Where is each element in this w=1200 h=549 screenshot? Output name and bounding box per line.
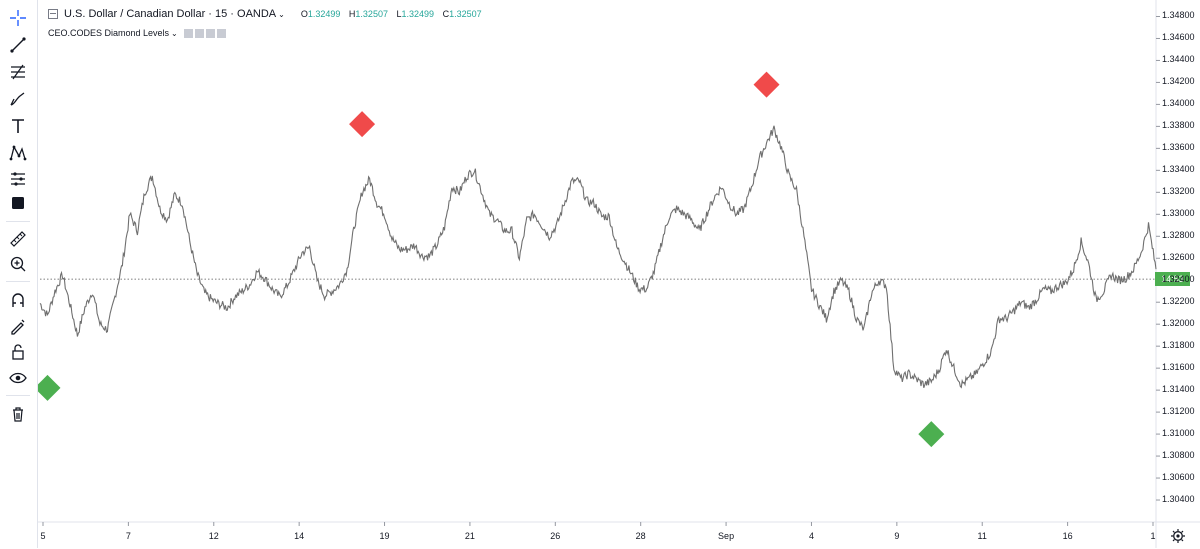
crosshair-icon[interactable] bbox=[6, 6, 30, 30]
brush-icon[interactable] bbox=[6, 87, 30, 111]
close-label: C bbox=[442, 9, 450, 19]
y-tick-label: 1.34600 bbox=[1162, 32, 1195, 43]
x-tick-label: 5 bbox=[40, 531, 46, 541]
text-icon[interactable] bbox=[6, 114, 30, 138]
y-tick-label: 1.33800 bbox=[1162, 120, 1195, 131]
chart-legend: U.S. Dollar / Canadian Dollar · 15 · OAN… bbox=[48, 8, 482, 20]
x-tick-label: 11 bbox=[977, 531, 987, 541]
y-tick-label: 1.33400 bbox=[1162, 164, 1195, 175]
y-tick-label: 1.33000 bbox=[1162, 208, 1195, 219]
y-tick-label: 1.30600 bbox=[1162, 472, 1195, 483]
chevron-down-icon[interactable]: ⌄ bbox=[278, 9, 285, 19]
buy-diamond-marker bbox=[38, 374, 61, 401]
open-value: 1.32499 bbox=[307, 9, 341, 19]
y-tick-label: 1.33200 bbox=[1162, 186, 1195, 197]
x-tick-label: 26 bbox=[550, 531, 561, 541]
source-icon[interactable] bbox=[205, 28, 215, 38]
eye-icon[interactable] bbox=[6, 366, 30, 390]
open-label: O bbox=[300, 9, 308, 19]
y-tick-label: 1.34000 bbox=[1162, 98, 1195, 109]
chart-pane[interactable]: U.S. Dollar / Canadian Dollar · 15 · OAN… bbox=[38, 0, 1200, 548]
x-tick-label: Sep bbox=[718, 531, 735, 541]
indicator-legend: CEO.CODES Diamond Levels ⌄ bbox=[48, 28, 226, 38]
x-tick-label: 7 bbox=[125, 531, 131, 541]
y-tick-label: 1.30400 bbox=[1162, 494, 1195, 505]
x-tick-label: 14 bbox=[294, 531, 305, 541]
y-tick-label: 1.31600 bbox=[1162, 362, 1195, 373]
y-tick-label: 1.32400 bbox=[1162, 274, 1195, 285]
y-tick-label: 1.31200 bbox=[1162, 406, 1195, 417]
y-tick-label: 1.32000 bbox=[1162, 318, 1195, 329]
x-tick-label: 1 bbox=[1150, 531, 1156, 541]
y-tick-label: 1.31400 bbox=[1162, 384, 1195, 395]
y-tick-label: 1.31800 bbox=[1162, 340, 1195, 351]
collapse-icon[interactable] bbox=[48, 9, 58, 19]
prediction-icon[interactable] bbox=[6, 167, 30, 191]
trend-line-icon[interactable] bbox=[6, 33, 30, 57]
gear-icon[interactable] bbox=[1170, 528, 1186, 544]
x-tick-label: 4 bbox=[808, 531, 814, 541]
x-tick-label: 19 bbox=[379, 531, 390, 541]
unlock-icon[interactable] bbox=[6, 340, 30, 364]
measure-icon[interactable] bbox=[6, 227, 30, 251]
chevron-down-icon[interactable]: ⌄ bbox=[171, 28, 178, 38]
drawing-toolbar bbox=[0, 0, 38, 548]
price-series-line bbox=[39, 125, 1157, 389]
buy-diamond-marker bbox=[918, 421, 945, 448]
close-icon[interactable] bbox=[216, 28, 226, 38]
indicator-name[interactable]: CEO.CODES Diamond Levels bbox=[48, 28, 170, 38]
high-label: H bbox=[348, 9, 356, 19]
settings-icon[interactable] bbox=[194, 28, 204, 38]
x-tick-label: 21 bbox=[464, 531, 475, 541]
y-tick-label: 1.31000 bbox=[1162, 428, 1195, 439]
y-tick-label: 1.34200 bbox=[1162, 76, 1195, 87]
pattern-icon[interactable] bbox=[6, 141, 30, 165]
ohlc-values: O1.32499 H1.32507 L1.32499 C1.32507 bbox=[295, 9, 482, 19]
y-tick-label: 1.34800 bbox=[1162, 10, 1195, 21]
toolbar-separator bbox=[6, 281, 30, 282]
x-tick-label: 28 bbox=[635, 531, 646, 541]
sell-diamond-marker bbox=[349, 111, 376, 138]
symbol-title[interactable]: U.S. Dollar / Canadian Dollar · 15 · OAN… bbox=[64, 8, 277, 20]
x-tick-label: 9 bbox=[894, 531, 900, 541]
y-tick-label: 1.32800 bbox=[1162, 230, 1195, 241]
eye-icon[interactable] bbox=[183, 28, 193, 38]
y-tick-label: 1.34400 bbox=[1162, 54, 1195, 65]
last-price-badge: 14:53 bbox=[1155, 272, 1190, 287]
x-tick-label: 12 bbox=[208, 531, 219, 541]
trash-icon[interactable] bbox=[6, 402, 30, 426]
toolbar-separator bbox=[6, 395, 30, 396]
magnet-icon[interactable] bbox=[6, 288, 30, 312]
y-tick-label: 1.32200 bbox=[1162, 296, 1195, 307]
zoom-icon[interactable] bbox=[6, 252, 30, 276]
y-tick-label: 1.33600 bbox=[1162, 142, 1195, 153]
close-value: 1.32507 bbox=[449, 9, 482, 19]
chart-canvas[interactable] bbox=[38, 0, 1200, 548]
low-label: L bbox=[396, 9, 402, 19]
low-value: 1.32499 bbox=[401, 9, 435, 19]
x-tick-label: 16 bbox=[1062, 531, 1073, 541]
sell-diamond-marker bbox=[753, 71, 780, 98]
y-tick-label: 1.30800 bbox=[1162, 450, 1195, 461]
lock-drawing-icon[interactable] bbox=[6, 314, 30, 338]
high-value: 1.32507 bbox=[355, 9, 388, 19]
y-tick-label: 1.32600 bbox=[1162, 252, 1195, 263]
toolbar-separator bbox=[6, 221, 30, 222]
icon-square[interactable] bbox=[6, 191, 30, 215]
fib-icon[interactable] bbox=[6, 60, 30, 84]
